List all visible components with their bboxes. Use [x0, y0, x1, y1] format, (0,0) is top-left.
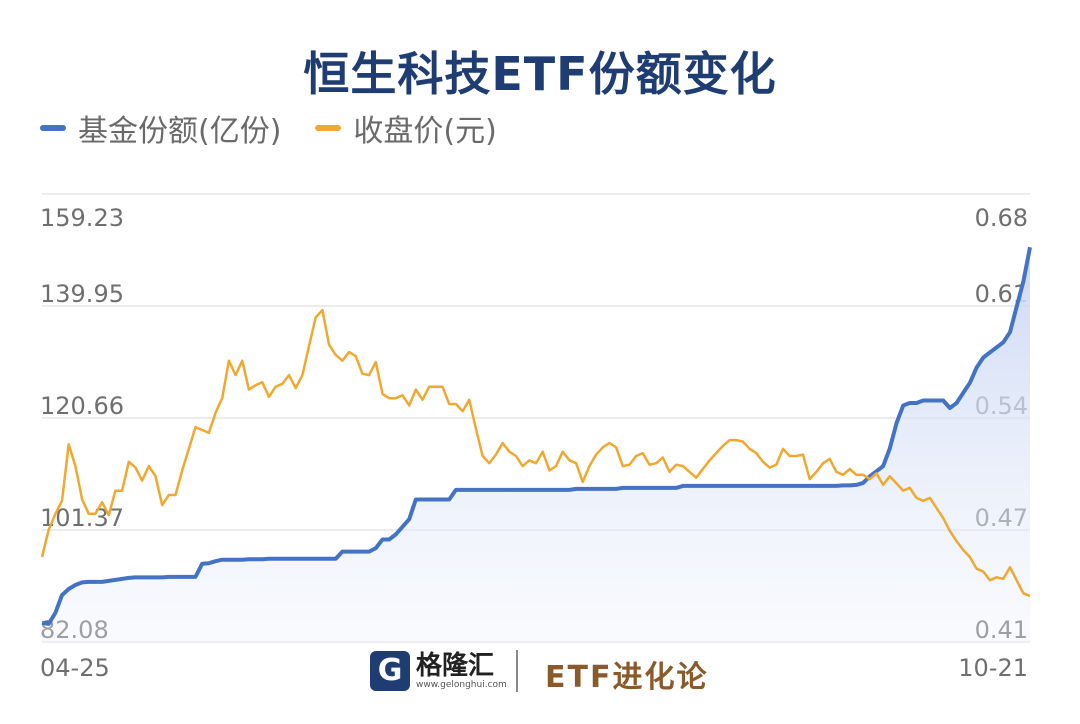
series-line-fund-shares — [41, 246, 1032, 626]
series-area-fund-shares — [42, 247, 1030, 643]
legend-item-close-price: 收盘价(元) — [315, 106, 497, 150]
legend-item-fund-shares: 基金份额(亿份) — [40, 106, 281, 150]
legend-label-close-price: 收盘价(元) — [353, 114, 497, 149]
legend: 基金份额(亿份) 收盘价(元) — [40, 106, 531, 150]
right-axis-tick-label: 0.68 — [975, 204, 1028, 232]
chart-title: 恒生科技ETF份额变化 — [303, 47, 777, 101]
gelonghui-logo: G 格隆汇 www.gelonghui.com — [370, 648, 507, 694]
footer-brand-text: ETF进化论 — [545, 660, 709, 695]
gelonghui-logo-url: www.gelonghui.com — [416, 680, 507, 690]
gelonghui-logo-name: 格隆汇 — [416, 651, 495, 681]
series-line-close-price — [40, 308, 1031, 598]
left-axis-tick-label: 120.66 — [40, 392, 124, 420]
x-tick-label-end: 10-21 — [958, 654, 1028, 682]
gelonghui-logo-text: 格隆汇 www.gelonghui.com — [416, 652, 507, 690]
x-tick-label-start: 04-25 — [40, 654, 110, 682]
gelonghui-logo-mark: G — [370, 651, 410, 691]
footer-divider — [516, 650, 518, 692]
legend-swatch-fund-shares — [40, 125, 66, 131]
left-axis-tick-label: 139.95 — [40, 280, 124, 308]
legend-label-fund-shares: 基金份额(亿份) — [78, 114, 282, 149]
left-axis-tick-label: 159.23 — [40, 204, 124, 232]
legend-swatch-close-price — [315, 125, 342, 131]
